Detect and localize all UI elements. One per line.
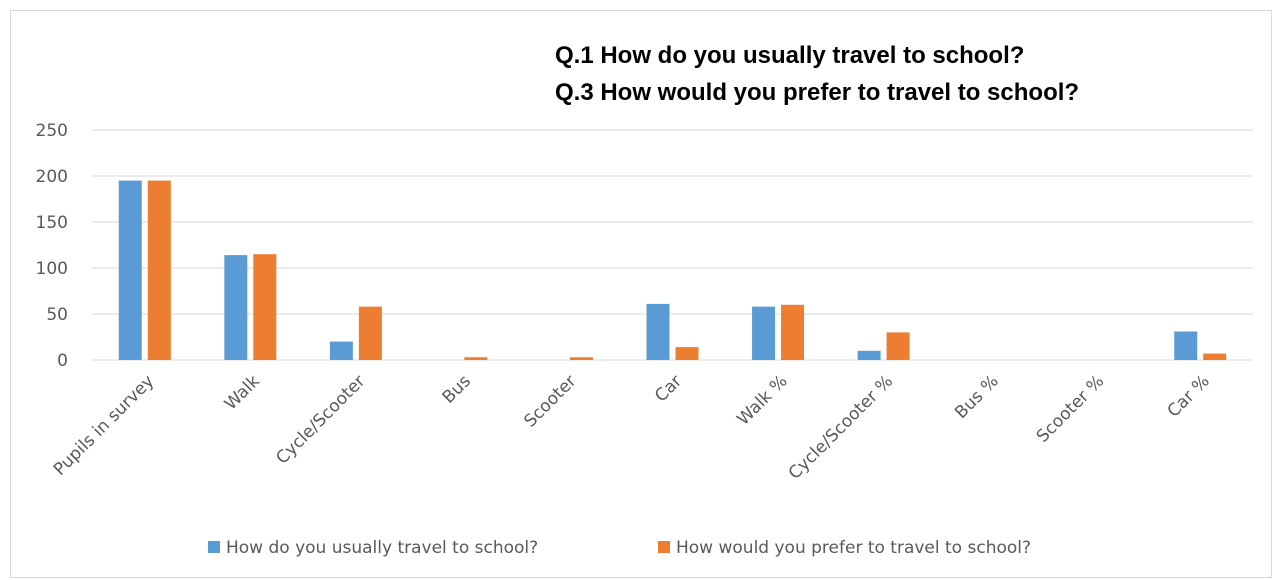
- bar-preferred: [1203, 353, 1227, 360]
- x-tick-label: Pupils in survey: [50, 371, 158, 479]
- bar-usual: [118, 180, 142, 360]
- legend-swatch: [208, 541, 220, 553]
- y-tick-label: 200: [36, 167, 68, 187]
- bar-preferred: [253, 254, 277, 360]
- chart-frame: [10, 10, 1272, 578]
- bar-preferred: [886, 332, 910, 360]
- bar-usual: [1174, 331, 1198, 360]
- chart-title: Q.1 How do you usually travel to school?…: [555, 42, 1079, 106]
- legend-swatch: [658, 541, 670, 553]
- x-tick-label: Scooter: [520, 371, 580, 431]
- legend-label: How would you prefer to travel to school…: [676, 538, 1031, 558]
- bar-usual: [857, 350, 881, 360]
- chart-title-line-1: Q.1 How do you usually travel to school?: [555, 42, 1024, 69]
- y-tick-label: 50: [46, 305, 68, 325]
- bar-preferred: [781, 304, 805, 360]
- bar-preferred: [358, 306, 382, 360]
- bars: [118, 180, 1227, 360]
- x-axis: Pupils in survey Walk Cycle/Scooter Bus Scoo…: [50, 371, 1214, 483]
- bar-preferred: [675, 347, 699, 360]
- x-tick-label: Bus: [439, 371, 475, 407]
- x-tick-label: Bus %: [951, 371, 1003, 423]
- y-tick-label: 0: [57, 351, 68, 371]
- y-tick-label: 150: [36, 213, 68, 233]
- x-tick-label: Car: [651, 371, 686, 406]
- bar-usual: [329, 341, 353, 360]
- x-tick-label: Car %: [1164, 371, 1214, 421]
- x-tick-label: Cycle/Scooter: [272, 371, 369, 468]
- bar-usual: [224, 255, 248, 360]
- bar-preferred: [147, 180, 171, 360]
- x-tick-label: Walk: [221, 371, 264, 414]
- x-tick-label: Walk %: [733, 371, 791, 429]
- bar-preferred: [569, 357, 593, 360]
- legend: How do you usually travel to school? How …: [208, 538, 1031, 558]
- bar-usual: [646, 303, 670, 360]
- legend-label: How do you usually travel to school?: [226, 538, 538, 558]
- x-tick-label: Cycle/Scooter %: [785, 371, 897, 483]
- x-tick-label: Scooter %: [1033, 371, 1108, 446]
- y-axis: 0 50 100 150 200 250: [36, 121, 68, 371]
- gridlines: [92, 129, 1253, 361]
- chart-title-line-2: Q.3 How would you prefer to travel to sc…: [555, 79, 1079, 106]
- y-tick-label: 250: [36, 121, 68, 141]
- bar-usual: [752, 306, 776, 360]
- y-tick-label: 100: [36, 259, 68, 279]
- bar-preferred: [464, 357, 488, 360]
